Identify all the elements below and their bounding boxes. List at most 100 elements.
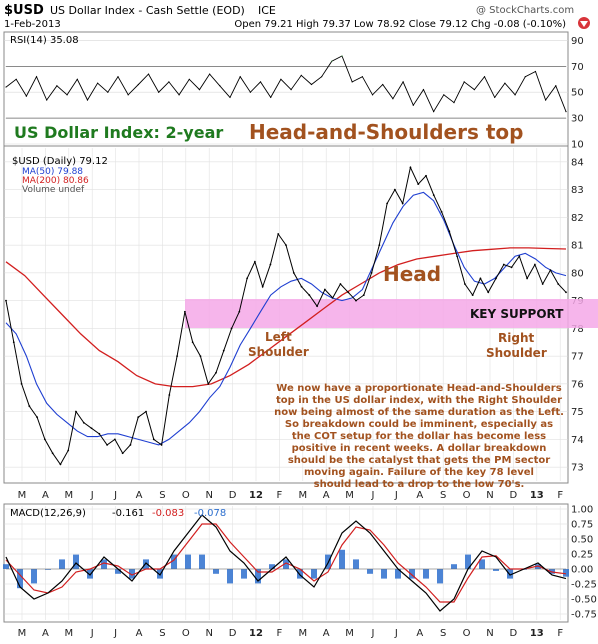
price-point	[207, 382, 210, 385]
macd-histogram-bar	[465, 554, 471, 569]
price-point	[129, 444, 132, 446]
macd-histogram-bar	[185, 554, 191, 569]
rsi-point	[443, 94, 445, 96]
price-point	[378, 244, 381, 247]
price-layer	[5, 165, 567, 466]
rsi-point	[514, 94, 516, 96]
rsi-point	[483, 76, 486, 78]
x-tick-label: F	[557, 490, 563, 501]
rsi-point	[56, 85, 58, 87]
watermark: @ StockCharts.com	[476, 5, 574, 16]
macd-histogram-bar	[101, 559, 107, 569]
y-tick-label: 10	[571, 140, 584, 151]
price-point	[261, 285, 264, 288]
price-point	[323, 288, 326, 291]
x-tick-label: M	[18, 490, 27, 501]
price-point	[285, 244, 287, 247]
macd-histogram-bar	[409, 569, 415, 579]
price-point	[199, 355, 202, 358]
rsi-point	[534, 70, 537, 73]
rsi-point	[198, 89, 201, 91]
macd-histogram-bar	[563, 569, 569, 577]
rsi-point	[97, 82, 99, 84]
price-point	[277, 233, 280, 235]
macd-histogram-bar	[115, 569, 121, 574]
x-tick-label: N	[486, 628, 493, 639]
rsi-point	[229, 96, 231, 99]
volume-label: Volume undef	[22, 185, 85, 195]
macd-histogram-bar	[255, 569, 261, 584]
y-tick-label: -0.25	[571, 580, 597, 591]
rsi-point	[168, 81, 170, 83]
y-tick-label: -0.50	[571, 595, 597, 606]
macd-histogram-bar	[423, 569, 429, 579]
x-tick-label: N	[205, 628, 212, 639]
price-point	[113, 438, 116, 441]
rsi-point	[86, 99, 89, 101]
price-point	[308, 294, 311, 296]
rsi-line	[5, 55, 567, 113]
price-point	[495, 277, 497, 280]
price-point	[152, 438, 155, 441]
rsi-point	[331, 60, 333, 62]
rsi-point	[127, 94, 129, 96]
y-tick-label: 83	[571, 185, 584, 196]
y-tick-label: 30	[571, 114, 584, 125]
macd-grid: 1.00 0.75 0.50 0.25 0.00 -0.25 -0.50 -0.75 M A M J J…	[4, 505, 597, 639]
rsi-point	[15, 78, 17, 80]
ma200-line	[5, 247, 567, 388]
x-tick-label: F	[277, 628, 283, 639]
price-point	[168, 394, 171, 396]
rsi-point	[545, 99, 547, 101]
price-point	[487, 291, 490, 294]
price-point	[549, 269, 552, 271]
x-tick-label: J	[113, 628, 117, 639]
rsi-point	[422, 89, 425, 91]
signal-value: -0.083	[152, 508, 184, 519]
commentary-line: the COT setup for the dollar has become …	[292, 431, 546, 442]
price-point	[20, 382, 23, 385]
rsi-point	[402, 81, 404, 83]
rsi-point	[321, 76, 323, 78]
ohlc-summary: Open 79.21 High 79.37 Low 78.92 Close 79…	[234, 19, 566, 30]
x-tick-label: A	[323, 490, 330, 501]
macd-histogram-bar	[3, 564, 9, 569]
x-tick-label: J	[90, 628, 94, 639]
y-tick-label: 0.75	[571, 520, 593, 531]
x-tick-label: A	[416, 490, 423, 501]
price-point	[331, 296, 334, 299]
rsi-point	[382, 83, 384, 86]
rsi-point	[280, 78, 282, 80]
price-point	[432, 194, 435, 197]
macd-histogram-bar	[199, 554, 205, 569]
price-point	[393, 188, 396, 191]
rsi-point	[259, 81, 262, 83]
price-point	[417, 183, 420, 185]
rsi-point	[392, 98, 394, 100]
price-point	[98, 432, 101, 435]
histogram-value: -0.078	[194, 508, 226, 519]
price-point	[386, 202, 389, 205]
rsi-point	[433, 111, 435, 113]
commentary-line: moving again. Failure of the key 78 leve…	[304, 467, 534, 478]
x-tick-label: M	[298, 490, 307, 501]
x-tick-label: J	[394, 628, 398, 639]
x-tick-label: A	[416, 628, 423, 639]
y-tick-label: 75	[571, 407, 584, 418]
price-point	[401, 202, 404, 205]
price-point	[176, 355, 179, 358]
price-point	[479, 277, 482, 280]
x-tick-label: A	[42, 490, 49, 501]
price-series-label: $USD (Daily) 79.12	[12, 156, 108, 167]
price-point	[347, 291, 350, 294]
macd-histogram-bar	[339, 549, 345, 569]
commentary-line: now being almost of the same duration as…	[274, 407, 564, 418]
price-point	[67, 449, 70, 452]
rsi-point	[555, 85, 557, 87]
x-tick-label: S	[440, 490, 446, 501]
price-point	[43, 438, 46, 441]
price-point	[300, 285, 303, 288]
y-tick-label: 77	[571, 352, 584, 363]
x-tick-label: D	[510, 628, 518, 639]
x-tick-label: A	[136, 628, 143, 639]
